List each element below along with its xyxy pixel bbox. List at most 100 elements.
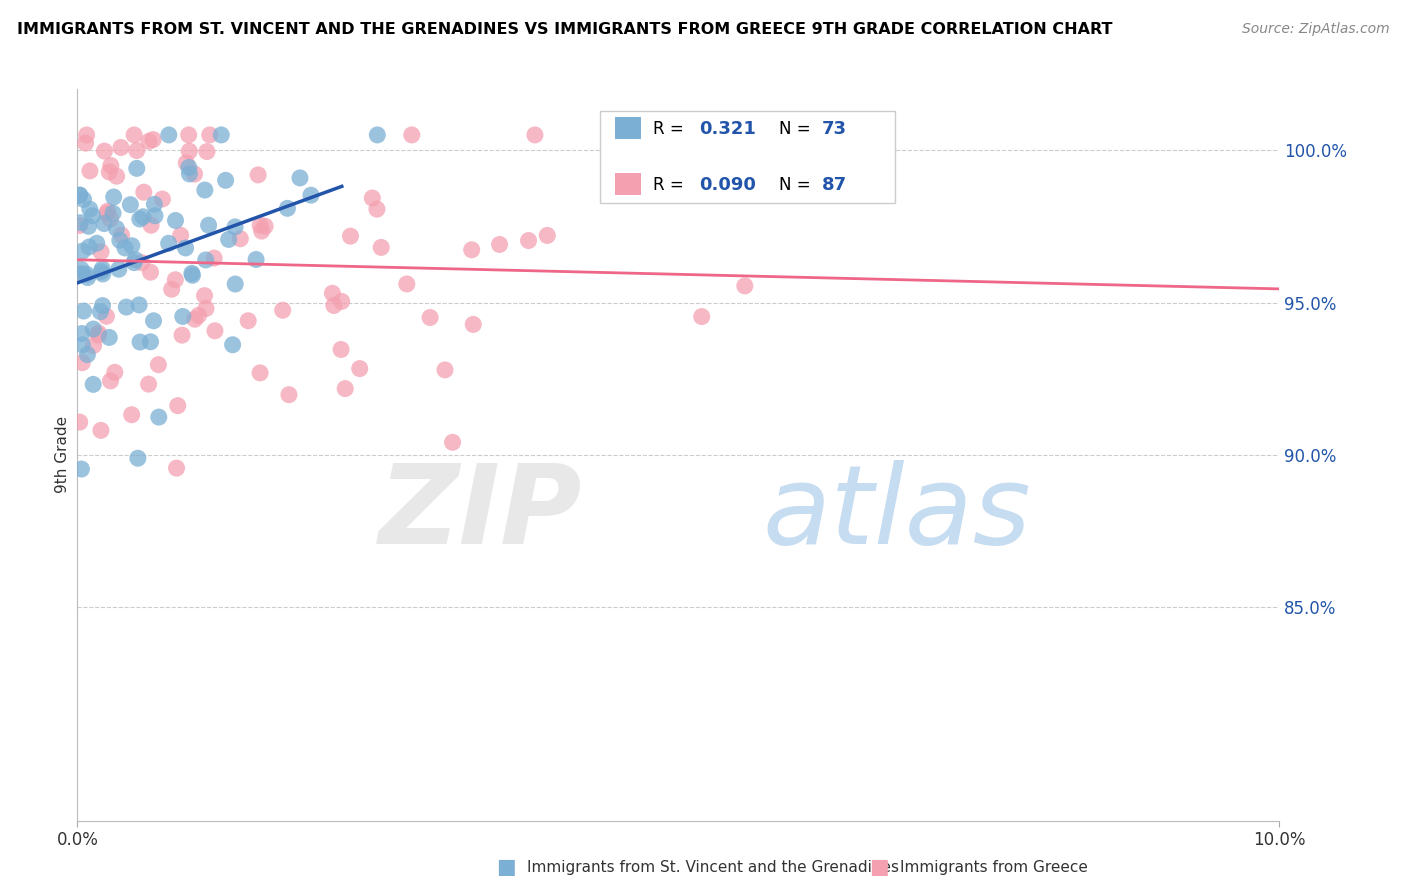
Immigrants from St. Vincent and the Grenadines bbox=[179, 167, 201, 181]
Immigrants from Greece bbox=[349, 361, 371, 376]
Immigrants from St. Vincent and the Grenadines bbox=[194, 252, 217, 267]
Immigrants from Greece bbox=[179, 145, 201, 159]
Immigrants from Greece bbox=[104, 365, 127, 379]
Immigrants from Greece bbox=[204, 324, 226, 338]
Immigrants from Greece bbox=[148, 358, 170, 372]
Immigrants from Greece bbox=[98, 165, 121, 179]
Immigrants from St. Vincent and the Grenadines bbox=[79, 202, 101, 217]
Immigrants from Greece bbox=[160, 282, 183, 296]
Immigrants from St. Vincent and the Grenadines bbox=[69, 216, 91, 230]
Immigrants from Greece bbox=[69, 219, 91, 233]
Text: Immigrants from St. Vincent and the Grenadines: Immigrants from St. Vincent and the Gren… bbox=[527, 860, 900, 874]
Immigrants from Greece bbox=[177, 128, 200, 142]
Immigrants from Greece bbox=[463, 318, 485, 332]
Immigrants from St. Vincent and the Grenadines bbox=[165, 213, 187, 227]
Immigrants from Greece bbox=[166, 461, 188, 475]
Immigrants from Greece bbox=[229, 232, 252, 246]
Immigrants from Greece bbox=[100, 211, 122, 226]
Immigrants from Greece bbox=[132, 185, 155, 199]
Immigrants from St. Vincent and the Grenadines bbox=[224, 277, 246, 291]
Immigrants from Greece bbox=[90, 244, 112, 259]
Text: 87: 87 bbox=[821, 176, 846, 194]
Immigrants from St. Vincent and the Grenadines bbox=[197, 218, 219, 232]
Immigrants from Greece bbox=[271, 303, 294, 318]
Immigrants from St. Vincent and the Grenadines bbox=[82, 377, 104, 392]
Immigrants from St. Vincent and the Grenadines bbox=[209, 128, 232, 142]
Immigrants from St. Vincent and the Grenadines bbox=[72, 338, 94, 352]
Immigrants from Greece bbox=[690, 310, 713, 324]
Text: N =: N = bbox=[779, 120, 811, 137]
Immigrants from Greece bbox=[536, 228, 558, 243]
Immigrants from Greece bbox=[105, 169, 128, 184]
Immigrants from Greece bbox=[361, 191, 384, 205]
Immigrants from St. Vincent and the Grenadines bbox=[72, 193, 94, 207]
Immigrants from Greece bbox=[142, 132, 165, 146]
Immigrants from Greece bbox=[330, 343, 353, 357]
Immigrants from St. Vincent and the Grenadines bbox=[121, 238, 143, 252]
Text: ■: ■ bbox=[869, 857, 889, 877]
Bar bbox=[614, 117, 641, 139]
Immigrants from St. Vincent and the Grenadines bbox=[108, 233, 131, 247]
Immigrants from Greece bbox=[174, 156, 197, 170]
Immigrants from Greece bbox=[87, 328, 110, 343]
Immigrants from Greece bbox=[517, 234, 540, 248]
Immigrants from St. Vincent and the Grenadines bbox=[127, 451, 149, 466]
Immigrants from Greece bbox=[238, 314, 260, 328]
Immigrants from Greece bbox=[139, 265, 162, 279]
Immigrants from Greece bbox=[330, 294, 353, 309]
Immigrants from St. Vincent and the Grenadines bbox=[75, 267, 97, 281]
Immigrants from Greece bbox=[75, 136, 97, 150]
Immigrants from St. Vincent and the Grenadines bbox=[125, 161, 148, 176]
Immigrants from Greece bbox=[138, 134, 160, 148]
Immigrants from Greece bbox=[366, 202, 388, 216]
Immigrants from Greece bbox=[170, 328, 193, 343]
Immigrants from Greece bbox=[198, 128, 221, 142]
Immigrants from Greece bbox=[125, 144, 148, 158]
Immigrants from Greece bbox=[193, 288, 215, 302]
Immigrants from St. Vincent and the Grenadines bbox=[288, 170, 311, 185]
Immigrants from Greece bbox=[131, 255, 153, 269]
Immigrants from St. Vincent and the Grenadines bbox=[174, 241, 197, 255]
Immigrants from Greece bbox=[433, 363, 456, 377]
Immigrants from Greece bbox=[139, 219, 162, 233]
FancyBboxPatch shape bbox=[600, 112, 894, 202]
Immigrants from Greece bbox=[110, 140, 132, 154]
Immigrants from St. Vincent and the Grenadines bbox=[86, 236, 108, 251]
Immigrants from St. Vincent and the Grenadines bbox=[128, 298, 150, 312]
Immigrants from St. Vincent and the Grenadines bbox=[128, 212, 150, 227]
Immigrants from St. Vincent and the Grenadines bbox=[180, 266, 202, 280]
Text: 73: 73 bbox=[821, 120, 846, 137]
Immigrants from St. Vincent and the Grenadines bbox=[194, 183, 217, 197]
Immigrants from St. Vincent and the Grenadines bbox=[139, 334, 162, 349]
Immigrants from St. Vincent and the Grenadines bbox=[91, 261, 114, 276]
Text: ZIP: ZIP bbox=[378, 460, 582, 567]
Immigrants from Greece bbox=[150, 192, 173, 206]
Text: N =: N = bbox=[779, 176, 811, 194]
Immigrants from St. Vincent and the Grenadines bbox=[72, 304, 94, 318]
Immigrants from St. Vincent and the Grenadines bbox=[143, 197, 166, 211]
Immigrants from St. Vincent and the Grenadines bbox=[129, 334, 152, 349]
Immigrants from St. Vincent and the Grenadines bbox=[89, 304, 111, 318]
Immigrants from St. Vincent and the Grenadines bbox=[276, 202, 298, 216]
Immigrants from St. Vincent and the Grenadines bbox=[224, 219, 246, 234]
Immigrants from Greece bbox=[278, 387, 301, 401]
Immigrants from St. Vincent and the Grenadines bbox=[72, 244, 94, 259]
Immigrants from St. Vincent and the Grenadines bbox=[177, 161, 200, 175]
Immigrants from Greece bbox=[76, 128, 98, 142]
Immigrants from Greece bbox=[249, 219, 271, 233]
Text: R =: R = bbox=[654, 176, 689, 194]
Immigrants from Greece bbox=[441, 435, 464, 450]
Immigrants from Greece bbox=[69, 267, 91, 281]
Text: 0.321: 0.321 bbox=[699, 120, 755, 137]
Immigrants from St. Vincent and the Grenadines bbox=[107, 262, 129, 277]
Text: ■: ■ bbox=[496, 857, 516, 877]
Immigrants from St. Vincent and the Grenadines bbox=[77, 240, 100, 254]
Immigrants from St. Vincent and the Grenadines bbox=[218, 232, 240, 246]
Immigrants from Greece bbox=[523, 128, 546, 142]
Immigrants from St. Vincent and the Grenadines bbox=[132, 210, 155, 224]
Immigrants from St. Vincent and the Grenadines bbox=[70, 462, 93, 476]
Immigrants from Greece bbox=[488, 237, 510, 252]
Immigrants from St. Vincent and the Grenadines bbox=[69, 188, 91, 202]
Immigrants from Greece bbox=[166, 399, 188, 413]
Immigrants from St. Vincent and the Grenadines bbox=[142, 314, 165, 328]
